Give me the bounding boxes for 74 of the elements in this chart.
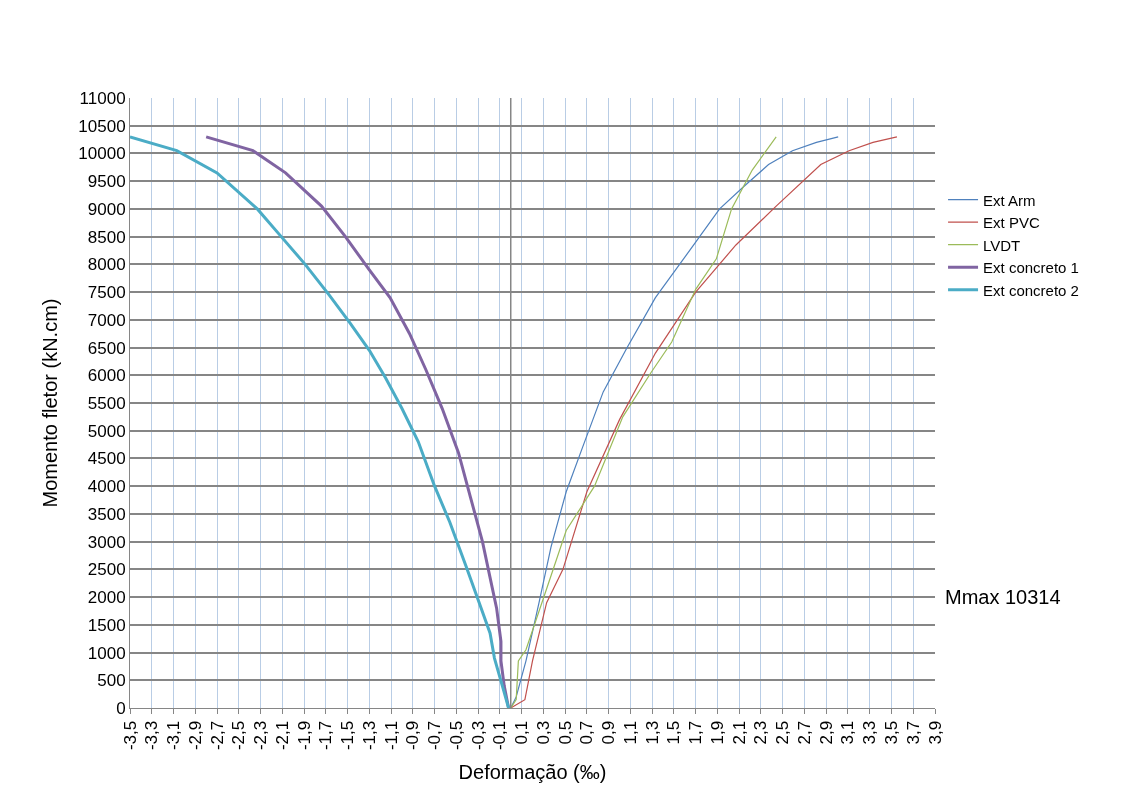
x-tick-label: -1,7 [316,720,336,751]
x-tick-label: 3,1 [838,720,858,745]
y-tick-label: 9500 [87,172,126,192]
x-tick-label: 1,1 [620,720,640,745]
x-tick-label: 3,9 [925,720,945,745]
y-tick-label: 4500 [87,449,126,469]
x-tick-label: -1,1 [381,720,401,751]
x-tick-label: -0,3 [468,720,488,751]
x-tick-label: 0,3 [533,720,553,745]
x-tick-label: 1,3 [642,720,662,745]
y-tick-label: 7500 [87,283,126,303]
x-tick-label: 0,7 [577,720,597,745]
x-tick-label: -2,3 [251,720,271,751]
x-tick-label: 1,9 [707,720,727,745]
x-tick-label: -3,3 [142,720,162,751]
y-tick-label: 3000 [87,532,126,552]
x-tick-label: -2,1 [272,720,292,751]
x-tick-label: -3,1 [164,720,184,751]
legend-label: Ext concreto 1 [983,259,1079,276]
y-tick-label: 5000 [87,421,126,441]
x-tick-label: 0,5 [555,720,575,745]
y-tick-label: 7000 [87,310,126,330]
x-tick-label: -1,5 [338,720,358,751]
y-tick-label: 9000 [87,199,126,219]
legend-label: Ext PVC [983,214,1040,231]
x-tick-label: -0,1 [490,720,510,751]
x-tick-label: -1,9 [294,720,314,751]
y-tick-label: 4000 [87,477,126,497]
y-tick-label: 6000 [87,366,126,386]
y-tick-label: 500 [97,671,126,691]
y-tick-label: 2000 [87,588,126,608]
x-tick-label: -2,9 [185,720,205,751]
x-tick-label: -3,5 [120,720,140,751]
y-tick-label: 2500 [87,560,126,580]
y-tick-label: 8500 [87,227,126,247]
x-tick-label: 2,3 [751,720,771,745]
y-tick-label: 5500 [87,393,126,413]
x-tick-label: -2,7 [207,720,227,751]
x-tick-label: 3,5 [882,720,902,745]
y-axis-title: Momento fletor (kN.cm) [38,298,61,508]
x-tick-label: -0,5 [446,720,466,751]
x-tick-label: -0,7 [425,720,445,751]
y-tick-label: 1000 [87,643,126,663]
text: Mmax 10314 [945,586,1061,608]
line-series [204,135,511,708]
x-tick-label: 1,5 [664,720,684,745]
x-axis-title: Deformação (‰) [458,760,607,783]
y-tick-label: 0 [116,698,126,718]
x-tick-label: 2,1 [729,720,749,745]
x-tick-label: 1,7 [686,720,706,745]
x-tick-label: -1,3 [359,720,379,751]
x-tick-label: 0,1 [512,720,532,745]
legend-label: LVDT [983,236,1021,254]
y-tick-label: 1500 [87,615,126,635]
x-tick-label: 2,9 [816,720,836,745]
y-tick-label: 11000 [79,88,126,108]
x-tick-label: 3,7 [903,720,923,745]
y-tick-label: 6500 [87,338,126,358]
y-tick-label: 10000 [78,144,126,164]
legend-label: Ext concreto 2 [983,281,1079,299]
line-series [510,136,839,708]
x-tick-label: 2,5 [773,720,793,745]
x-tick-label: -2,5 [229,720,249,751]
x-tick-label: 0,9 [599,720,619,745]
legend-label: Ext Arm [983,191,1036,209]
x-tick-label: 3,3 [860,720,880,745]
x-tick-label: 2,7 [794,720,814,745]
line-series [130,135,511,708]
x-tick-label: -0,9 [403,720,423,751]
line-series [510,136,777,708]
line-series [510,136,898,708]
y-tick-label: 8000 [87,255,126,275]
y-tick-label: 10500 [78,116,126,136]
y-tick-label: 3500 [87,504,126,524]
